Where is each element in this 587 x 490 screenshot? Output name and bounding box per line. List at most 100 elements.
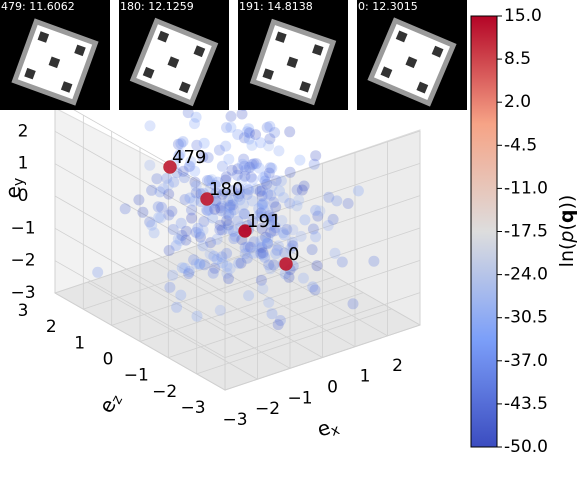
scatter-point: [264, 215, 276, 227]
scatter-point: [216, 200, 228, 212]
y-tick-label: 0: [18, 186, 29, 206]
scatter-point: [190, 187, 202, 199]
scatter-point: [195, 231, 206, 243]
z-tick-label: 1: [74, 333, 85, 353]
scatter-point: [180, 225, 192, 237]
scatter-point: [211, 253, 223, 265]
scatter-point: [248, 247, 260, 259]
thumbnail-label: 191: 14.8138: [239, 0, 313, 13]
scatter-point: [233, 190, 245, 202]
scatter-point: [257, 247, 269, 259]
scatter-point: [191, 310, 203, 322]
scatter-point: [241, 252, 253, 264]
colorbar-tick-label: -4.5: [504, 135, 537, 155]
scatter-point: [265, 189, 277, 201]
scatter-point: [309, 284, 321, 296]
x-tick-label: 0: [327, 378, 338, 398]
scatter-point: [238, 160, 250, 172]
scatter-point: [163, 209, 175, 221]
scatter-point: [233, 257, 245, 269]
scatter-point: [175, 138, 187, 150]
colorbar-tick-label: -17.5: [504, 222, 548, 242]
scatter-point: [119, 203, 131, 215]
scatter-point: [264, 263, 276, 275]
scatter-point: [216, 251, 228, 263]
scatter-point: [268, 259, 280, 271]
z-tick-label: 3: [18, 301, 29, 321]
scatter-point: [198, 137, 210, 149]
colorbar-tick-label: -37.0: [504, 351, 548, 371]
scatter-point: [202, 205, 214, 217]
z-axis-label: ez: [93, 388, 126, 418]
scatter-point: [241, 126, 253, 138]
scatter-point: [255, 137, 266, 149]
colorbar-tick-label: -43.5: [504, 394, 548, 414]
scatter-point: [175, 289, 187, 301]
scatter-point: [264, 133, 276, 145]
scatter-point: [259, 175, 271, 187]
scatter-point: [307, 281, 319, 293]
scatter-point: [243, 123, 255, 135]
scatter-point: [311, 260, 323, 272]
scatter-point: [241, 183, 253, 195]
scatter-point: [189, 165, 201, 177]
scatter-point: [261, 122, 273, 133]
colorbar-tick-label: -30.5: [504, 308, 548, 328]
scatter-point: [287, 224, 299, 236]
scatter-point: [263, 167, 275, 179]
scatter-point: [261, 178, 273, 190]
die-face-icon: [129, 17, 219, 107]
scatter-point: [266, 308, 278, 320]
scatter-point: [257, 249, 269, 261]
scatter-point: [190, 226, 202, 238]
scatter-point: [174, 148, 186, 160]
scatter-point: [284, 197, 296, 209]
scatter-point: [183, 266, 195, 277]
scatter-point: [185, 156, 197, 167]
scatter-point: [176, 229, 188, 241]
scatter-point: [263, 296, 275, 308]
scatter-point: [220, 174, 232, 186]
scatter-point: [294, 154, 306, 166]
scatter-point: [201, 204, 213, 216]
scatter-point: [268, 196, 280, 208]
scatter-point: [175, 217, 187, 229]
scatter-point: [191, 139, 203, 151]
scatter-point: [347, 298, 359, 310]
scatter-point: [261, 237, 273, 249]
thumbnail-label: 479: 11.6062: [1, 0, 75, 13]
scatter-point: [154, 186, 166, 198]
y-tick-label: −1: [10, 218, 35, 238]
highlighted-point: [200, 192, 214, 206]
colorbar-tick-label: 8.5: [504, 49, 531, 69]
scatter-point: [218, 186, 230, 198]
scatter-point: [310, 231, 322, 243]
scatter-point: [216, 160, 228, 172]
scatter-point: [210, 187, 222, 199]
scatter-point: [272, 240, 284, 252]
scatter-point: [194, 258, 206, 270]
scatter-point: [310, 204, 322, 216]
scatter-point: [238, 153, 250, 165]
z-tick-label: 2: [46, 317, 57, 337]
scatter-point: [151, 173, 163, 185]
scatter-point: [178, 172, 190, 184]
scatter-point: [266, 214, 278, 226]
scatter-point: [291, 184, 303, 196]
scatter-point: [224, 201, 236, 213]
scatter-point: [221, 215, 233, 227]
scatter-point: [211, 233, 223, 245]
scatter-point: [286, 236, 298, 248]
scatter-point: [270, 201, 282, 213]
scatter-point: [186, 212, 198, 224]
scatter-point: [246, 159, 258, 170]
scatter-point: [274, 185, 285, 197]
gridline: [54, 130, 226, 229]
scatter-point: [153, 212, 165, 223]
scatter-point: [217, 257, 228, 269]
scatter-point: [189, 176, 201, 188]
scatter-point: [269, 127, 281, 138]
highlighted-point-label: 0: [288, 244, 299, 265]
scatter-point: [284, 126, 296, 138]
scatter-point: [238, 132, 250, 144]
